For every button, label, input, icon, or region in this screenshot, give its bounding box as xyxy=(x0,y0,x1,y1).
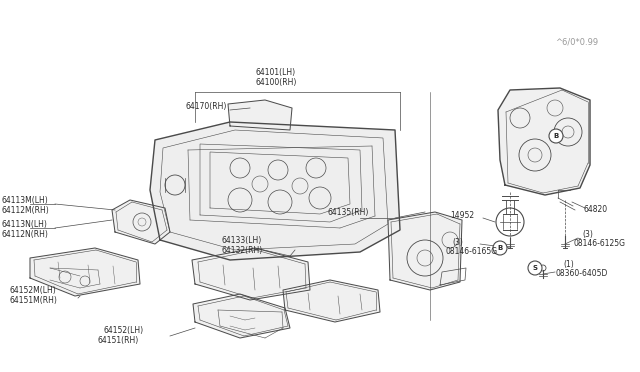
Text: 64151M(RH): 64151M(RH) xyxy=(10,295,58,305)
Polygon shape xyxy=(228,100,292,130)
Polygon shape xyxy=(112,200,170,244)
Polygon shape xyxy=(388,212,462,290)
Text: 64101(LH): 64101(LH) xyxy=(255,68,295,77)
Text: 64113N(LH): 64113N(LH) xyxy=(2,221,48,230)
Text: (3): (3) xyxy=(452,237,463,247)
Polygon shape xyxy=(192,248,310,300)
Text: (1): (1) xyxy=(563,260,573,269)
Polygon shape xyxy=(193,294,290,338)
Text: 64112M(RH): 64112M(RH) xyxy=(2,205,50,215)
Text: 08360-6405D: 08360-6405D xyxy=(556,269,609,279)
Text: ^6/0*0.99: ^6/0*0.99 xyxy=(555,38,598,46)
Circle shape xyxy=(528,261,542,275)
Polygon shape xyxy=(150,122,400,260)
Text: 64132(RH): 64132(RH) xyxy=(222,246,263,254)
Polygon shape xyxy=(283,280,380,322)
Text: 64820: 64820 xyxy=(584,205,608,215)
Text: 64135(RH): 64135(RH) xyxy=(328,208,369,217)
Text: 64113M(LH): 64113M(LH) xyxy=(2,196,49,205)
Text: 14952: 14952 xyxy=(450,212,474,221)
Text: 64152M(LH): 64152M(LH) xyxy=(10,286,57,295)
Text: 08146-6125G: 08146-6125G xyxy=(573,240,625,248)
Text: 64133(LH): 64133(LH) xyxy=(222,237,262,246)
Circle shape xyxy=(549,129,563,143)
Text: B: B xyxy=(554,133,559,139)
Text: B: B xyxy=(497,245,502,251)
Text: S: S xyxy=(532,265,538,271)
Circle shape xyxy=(493,241,507,255)
Text: 64100(RH): 64100(RH) xyxy=(255,77,296,87)
Polygon shape xyxy=(498,88,590,195)
Polygon shape xyxy=(30,248,140,296)
Text: 08146-6165G: 08146-6165G xyxy=(445,247,497,257)
Text: 64112N(RH): 64112N(RH) xyxy=(2,230,49,238)
Text: (3): (3) xyxy=(582,230,593,238)
Text: 64152(LH): 64152(LH) xyxy=(103,327,143,336)
Text: 64151(RH): 64151(RH) xyxy=(98,336,140,344)
Text: 64170(RH): 64170(RH) xyxy=(185,102,227,110)
